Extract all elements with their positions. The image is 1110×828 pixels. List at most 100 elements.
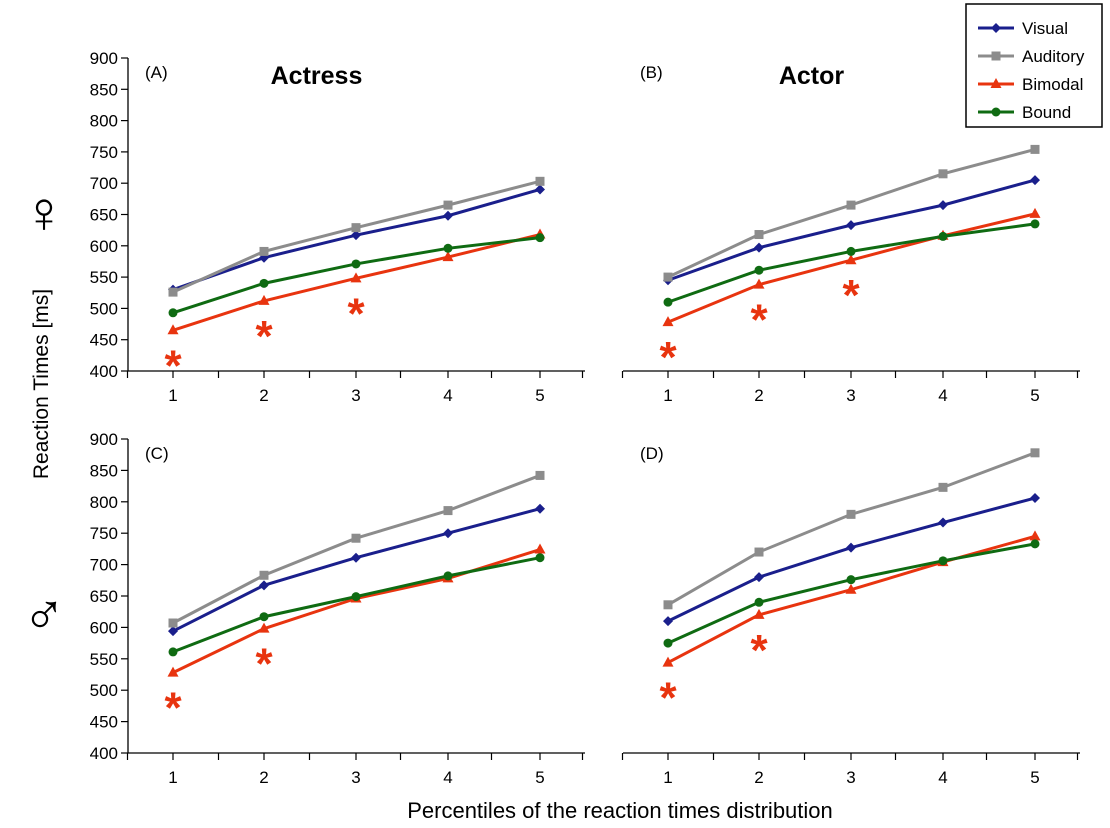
legend-marker-auditory — [991, 51, 1001, 61]
data-point-auditory — [443, 200, 453, 210]
data-point-visual — [1030, 175, 1040, 186]
data-point-auditory — [754, 230, 764, 240]
data-point-auditory — [663, 600, 673, 610]
data-point-bimodal — [1029, 530, 1041, 541]
data-point-bound — [351, 259, 361, 269]
data-point-visual — [754, 572, 764, 583]
data-point-auditory — [259, 570, 269, 580]
data-point-auditory — [754, 547, 764, 557]
significance-asterisk: * — [750, 626, 768, 675]
legend-label-visual: Visual — [1022, 19, 1068, 38]
legend-marker-visual — [991, 23, 1001, 33]
x-tick-label: 5 — [535, 768, 544, 787]
data-point-visual — [443, 210, 453, 221]
data-point-bimodal — [258, 294, 270, 305]
data-point-bimodal — [662, 316, 674, 327]
data-point-auditory — [259, 246, 269, 256]
data-point-auditory — [535, 176, 545, 186]
data-point-auditory — [846, 200, 856, 210]
x-tick-label: 2 — [259, 386, 268, 405]
data-point-auditory — [443, 506, 453, 516]
x-tick-label: 1 — [663, 768, 672, 787]
data-point-auditory — [846, 509, 856, 519]
x-tick-label: 3 — [846, 386, 855, 405]
y-tick-label: 550 — [90, 268, 118, 287]
data-point-bound — [938, 231, 948, 241]
data-point-visual — [754, 242, 764, 253]
data-point-bound — [535, 553, 545, 563]
data-point-bound — [663, 638, 673, 648]
chart-panel-1: 400 450 500 550 600 650 700 750 800 850 900 1 2 3 4 5 (A… — [90, 49, 585, 405]
data-point-bound — [1030, 219, 1040, 229]
female-symbol: ♀ — [22, 180, 66, 245]
data-point-visual — [443, 528, 453, 539]
panel-label: (A) — [145, 63, 168, 82]
x-tick-label: 1 — [168, 386, 177, 405]
data-point-bound — [846, 575, 856, 585]
data-point-bound — [351, 592, 361, 602]
x-tick-label: 4 — [443, 386, 452, 405]
data-point-bimodal — [1029, 207, 1041, 218]
significance-asterisk: * — [255, 640, 273, 689]
y-tick-label: 700 — [90, 556, 118, 575]
y-tick-label: 700 — [90, 174, 118, 193]
y-tick-label: 500 — [90, 681, 118, 700]
significance-asterisk: * — [659, 674, 677, 723]
legend-box — [965, 3, 1103, 128]
data-point-bound — [535, 233, 545, 243]
significance-asterisk: * — [750, 296, 768, 345]
data-point-visual — [846, 542, 856, 553]
x-tick-label: 3 — [846, 768, 855, 787]
data-point-auditory — [351, 533, 361, 543]
data-point-visual — [938, 517, 948, 528]
y-tick-label: 650 — [90, 206, 118, 225]
data-point-visual — [938, 200, 948, 211]
legend: Visual Auditory Bimodal Bound — [965, 3, 1103, 128]
data-point-bimodal — [753, 608, 765, 619]
data-point-bimodal — [662, 656, 674, 667]
y-tick-label: 850 — [90, 461, 118, 480]
data-point-bound — [443, 243, 453, 253]
data-point-bimodal — [258, 622, 270, 633]
y-tick-label: 400 — [90, 744, 118, 763]
x-tick-label: 5 — [1030, 768, 1039, 787]
legend-label-bound: Bound — [1022, 103, 1071, 122]
data-point-auditory — [168, 618, 178, 628]
y-tick-label: 650 — [90, 587, 118, 606]
chart-panel-2: 1 2 3 4 5 (B) Actor * * * — [621, 62, 1080, 405]
y-tick-label: 450 — [90, 713, 118, 732]
x-tick-label: 4 — [938, 768, 947, 787]
data-point-bimodal — [753, 278, 765, 289]
y-tick-label: 750 — [90, 524, 118, 543]
data-point-bound — [168, 308, 178, 318]
male-symbol: ♂ — [22, 580, 66, 645]
legend-marker-bound — [991, 107, 1001, 117]
data-point-bimodal — [845, 254, 857, 265]
data-point-visual — [1030, 493, 1040, 504]
panel-title: Actor — [779, 62, 845, 90]
data-point-bound — [259, 278, 269, 288]
significance-asterisk: * — [164, 684, 182, 733]
y-tick-label: 900 — [90, 49, 118, 68]
legend-label-auditory: Auditory — [1022, 47, 1085, 66]
data-point-auditory — [938, 169, 948, 179]
y-tick-label: 400 — [90, 362, 118, 381]
y-tick-label: 800 — [90, 112, 118, 131]
legend-marker-bimodal — [990, 78, 1002, 88]
x-tick-label: 4 — [443, 768, 452, 787]
y-tick-label: 600 — [90, 237, 118, 256]
data-point-bimodal — [534, 543, 546, 554]
data-point-bimodal — [167, 324, 179, 335]
data-point-bound — [846, 246, 856, 256]
data-point-auditory — [351, 223, 361, 233]
data-point-visual — [535, 503, 545, 514]
data-point-visual — [168, 626, 178, 637]
data-point-auditory — [168, 287, 178, 297]
panel-label: (C) — [145, 444, 169, 463]
data-point-bound — [938, 556, 948, 566]
y-tick-label: 750 — [90, 143, 118, 162]
x-tick-label: 2 — [754, 768, 763, 787]
significance-asterisk: * — [255, 312, 273, 361]
panel-label: (B) — [640, 63, 663, 82]
